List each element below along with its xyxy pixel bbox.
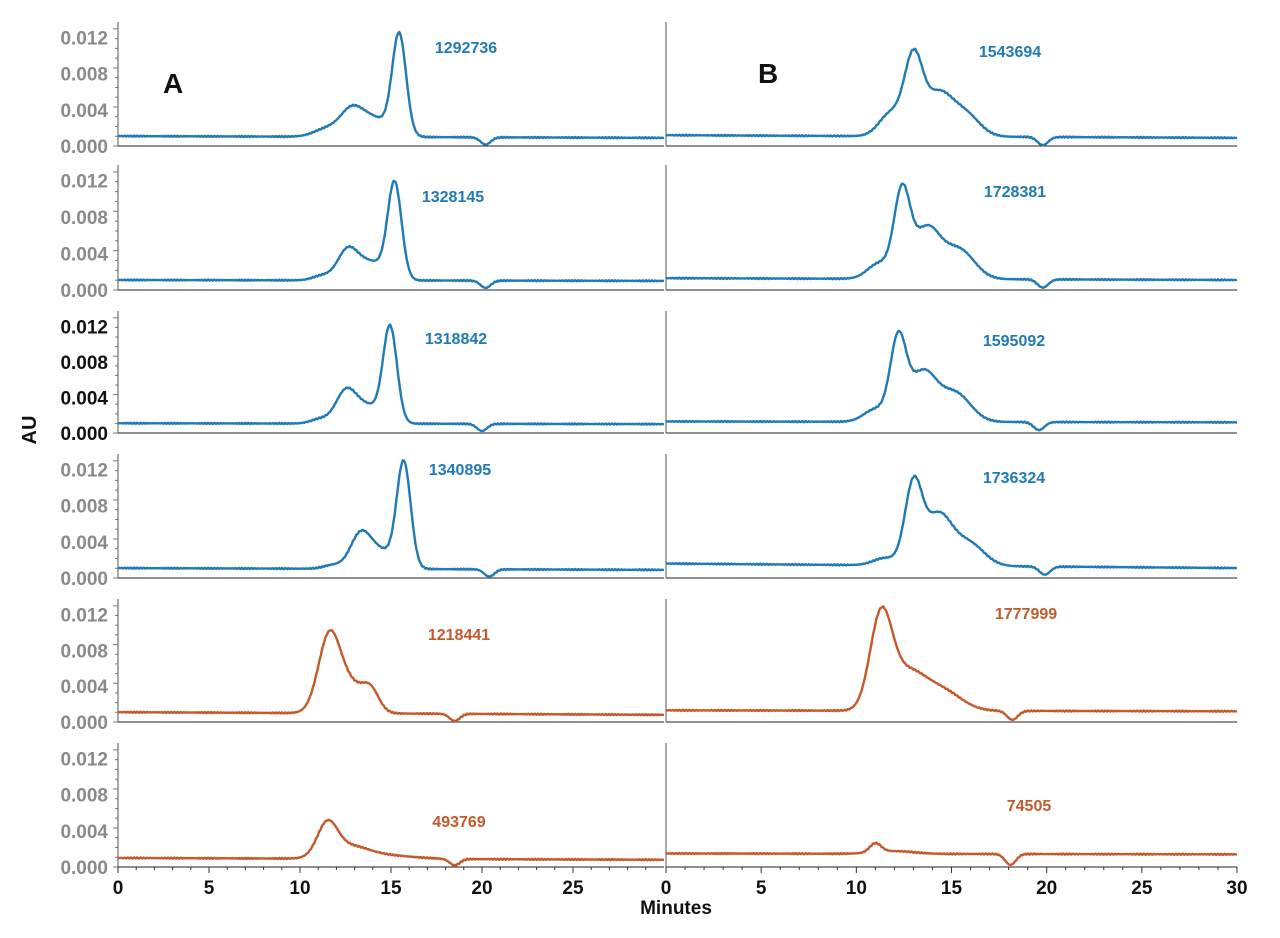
y-tick-label: 0.000 bbox=[60, 137, 108, 158]
y-axis-title: AU bbox=[19, 416, 41, 445]
y-tick-label: 0.012 bbox=[60, 29, 108, 50]
panel-label-b: B bbox=[758, 58, 778, 89]
y-tick-label: 0.000 bbox=[60, 281, 108, 302]
y-tick-label: 0.012 bbox=[60, 317, 108, 338]
y-tick-label: 0.004 bbox=[60, 533, 108, 554]
trace-b-2 bbox=[665, 329, 1238, 432]
peak-area-label: 1736324 bbox=[983, 470, 1045, 487]
trace-b-1 bbox=[665, 182, 1238, 289]
x-tick-label: 25 bbox=[562, 878, 584, 899]
x-tick-label: 15 bbox=[380, 878, 402, 899]
y-tick-label: 0.004 bbox=[60, 245, 108, 266]
trace-a-4 bbox=[117, 629, 665, 723]
peak-area-label: 1292736 bbox=[435, 40, 497, 57]
y-tick-label: 0.008 bbox=[60, 353, 108, 374]
y-tick-label: 0.008 bbox=[60, 65, 108, 86]
y-tick-label: 0.004 bbox=[60, 677, 108, 698]
peak-area-label: 1777999 bbox=[995, 606, 1057, 623]
y-tick-label: 0.008 bbox=[60, 641, 108, 662]
x-axis-title: Minutes bbox=[640, 898, 712, 919]
x-tick-label: 0 bbox=[113, 878, 124, 899]
x-tick-label: 20 bbox=[471, 878, 492, 899]
y-tick-label: 0.012 bbox=[60, 461, 108, 482]
x-tick-label: 0 bbox=[661, 878, 672, 899]
trace-a-0 bbox=[117, 30, 665, 146]
peak-area-label: 1543694 bbox=[979, 44, 1041, 61]
y-tick-label: 0.012 bbox=[60, 605, 108, 626]
y-tick-label: 0.000 bbox=[60, 569, 108, 590]
trace-a-1 bbox=[117, 179, 665, 290]
y-tick-label: 0.004 bbox=[60, 388, 108, 409]
y-tick-label: 0.000 bbox=[60, 424, 108, 445]
trace-a-5 bbox=[117, 818, 665, 867]
peak-area-label: 74505 bbox=[1007, 798, 1052, 815]
x-tick-label: 10 bbox=[289, 878, 310, 899]
y-tick-label: 0.004 bbox=[60, 101, 108, 122]
peak-area-label: 1595092 bbox=[983, 333, 1045, 350]
peak-area-label: 1218441 bbox=[428, 627, 490, 644]
x-tick-label: 15 bbox=[941, 878, 963, 899]
trace-b-3 bbox=[665, 474, 1238, 576]
peak-area-label: 1728381 bbox=[984, 184, 1046, 201]
x-tick-label: 10 bbox=[846, 878, 867, 899]
peak-area-label: 493769 bbox=[432, 814, 485, 831]
trace-a-2 bbox=[117, 323, 665, 433]
x-tick-label: 20 bbox=[1036, 878, 1057, 899]
y-tick-label: 0.004 bbox=[60, 822, 108, 843]
trace-a-3 bbox=[117, 459, 665, 578]
y-tick-label: 0.000 bbox=[60, 858, 108, 879]
y-tick-label: 0.000 bbox=[60, 713, 108, 734]
x-tick-label: 30 bbox=[1226, 878, 1247, 899]
y-tick-label: 0.008 bbox=[60, 208, 108, 229]
trace-b-4 bbox=[665, 605, 1238, 722]
peak-area-label: 1340895 bbox=[429, 462, 491, 479]
peak-area-label: 1328145 bbox=[422, 189, 484, 206]
y-tick-label: 0.012 bbox=[60, 172, 108, 193]
trace-b-0 bbox=[665, 47, 1238, 147]
peak-area-label: 1318842 bbox=[425, 331, 487, 348]
y-tick-label: 0.012 bbox=[60, 750, 108, 771]
y-tick-label: 0.008 bbox=[60, 497, 108, 518]
y-tick-label: 0.008 bbox=[60, 786, 108, 807]
x-tick-label: 25 bbox=[1131, 878, 1153, 899]
trace-b-5 bbox=[665, 841, 1238, 867]
panel-label-a: A bbox=[163, 68, 183, 99]
x-tick-label: 5 bbox=[756, 878, 767, 899]
x-tick-label: 5 bbox=[204, 878, 215, 899]
